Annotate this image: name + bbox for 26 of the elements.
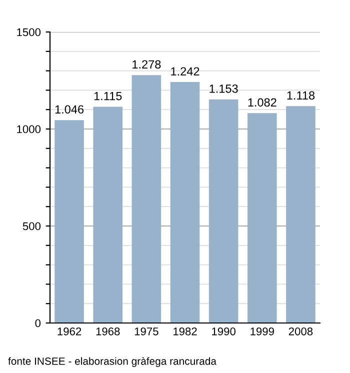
bar bbox=[93, 106, 123, 323]
y-tick-label: 1000 bbox=[17, 125, 41, 134]
data-label: 1.082 bbox=[248, 98, 276, 107]
data-label: 1.046 bbox=[55, 105, 84, 114]
data-label: 1.278 bbox=[132, 60, 161, 69]
data-label: 1.118 bbox=[287, 91, 315, 100]
bar bbox=[208, 99, 238, 323]
data-label: 1.115 bbox=[94, 92, 122, 100]
x-tick-label: 2008 bbox=[288, 327, 313, 336]
y-tick-label: 0 bbox=[35, 319, 41, 328]
bar bbox=[286, 106, 316, 323]
x-tick-label: 1968 bbox=[96, 327, 120, 336]
x-tick-label: 1975 bbox=[134, 327, 158, 336]
y-tick-label: 1500 bbox=[17, 28, 41, 36]
x-tick-label: 1999 bbox=[250, 327, 274, 336]
data-label: 1.153 bbox=[210, 84, 238, 93]
bar bbox=[132, 75, 162, 323]
bar bbox=[247, 113, 277, 323]
x-tick-label: 1982 bbox=[173, 327, 197, 336]
data-label: 1.242 bbox=[171, 67, 200, 76]
y-tick-label: 500 bbox=[22, 222, 41, 230]
x-tick-label: 1990 bbox=[212, 327, 236, 336]
source-note: fonte INSEE - elaborasion gràfega rancurada bbox=[8, 357, 216, 367]
bar bbox=[54, 120, 84, 323]
x-tick-label: 1962 bbox=[58, 327, 82, 336]
bar bbox=[170, 82, 200, 323]
